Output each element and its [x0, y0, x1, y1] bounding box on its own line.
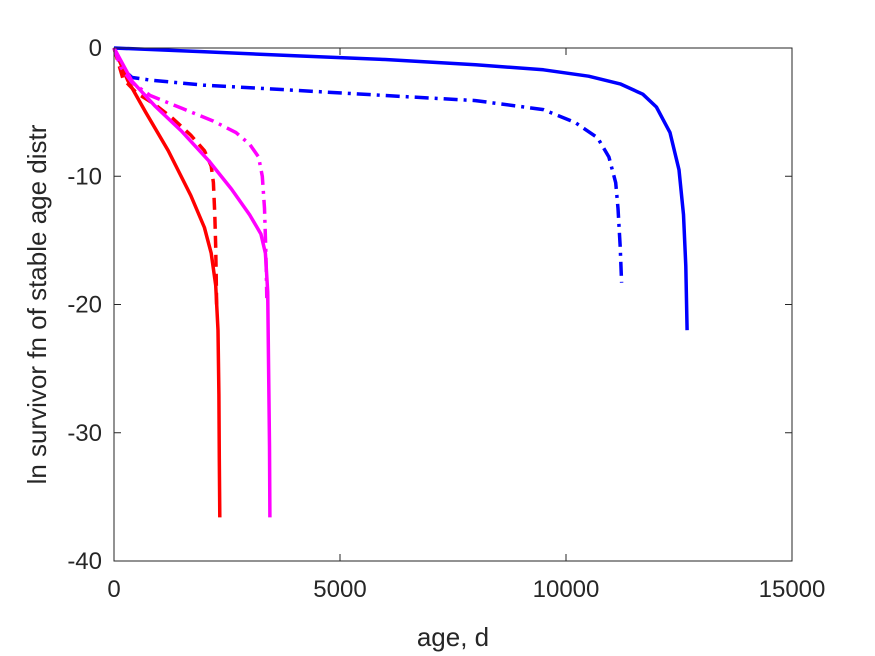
- y-tick-label: -20: [67, 292, 102, 319]
- y-axis-label: ln survivor fn of stable age distr: [22, 124, 52, 484]
- series-line-1: [113, 46, 689, 331]
- x-tick-label: 0: [107, 576, 120, 603]
- series-line-6: [112, 47, 269, 299]
- x-axis-label: age, d: [417, 622, 489, 652]
- plot-area: [114, 48, 792, 561]
- series-line-3: [112, 47, 222, 518]
- y-tick-label: -10: [67, 163, 102, 190]
- x-tick-label: 5000: [313, 576, 366, 603]
- series-line-5: [112, 47, 272, 518]
- series-layer: [112, 46, 689, 518]
- tick-layer: 0 5000 10000 15000 0 -10 -20 -30 -40: [67, 35, 825, 603]
- x-tick-label: 10000: [533, 576, 600, 603]
- x-tick-label: 15000: [759, 576, 826, 603]
- y-tick-label: -30: [67, 420, 102, 447]
- series-line-4: [112, 47, 219, 305]
- y-tick-label: -40: [67, 548, 102, 575]
- y-tick-label: 0: [89, 35, 102, 62]
- series-line-2: [112, 47, 624, 283]
